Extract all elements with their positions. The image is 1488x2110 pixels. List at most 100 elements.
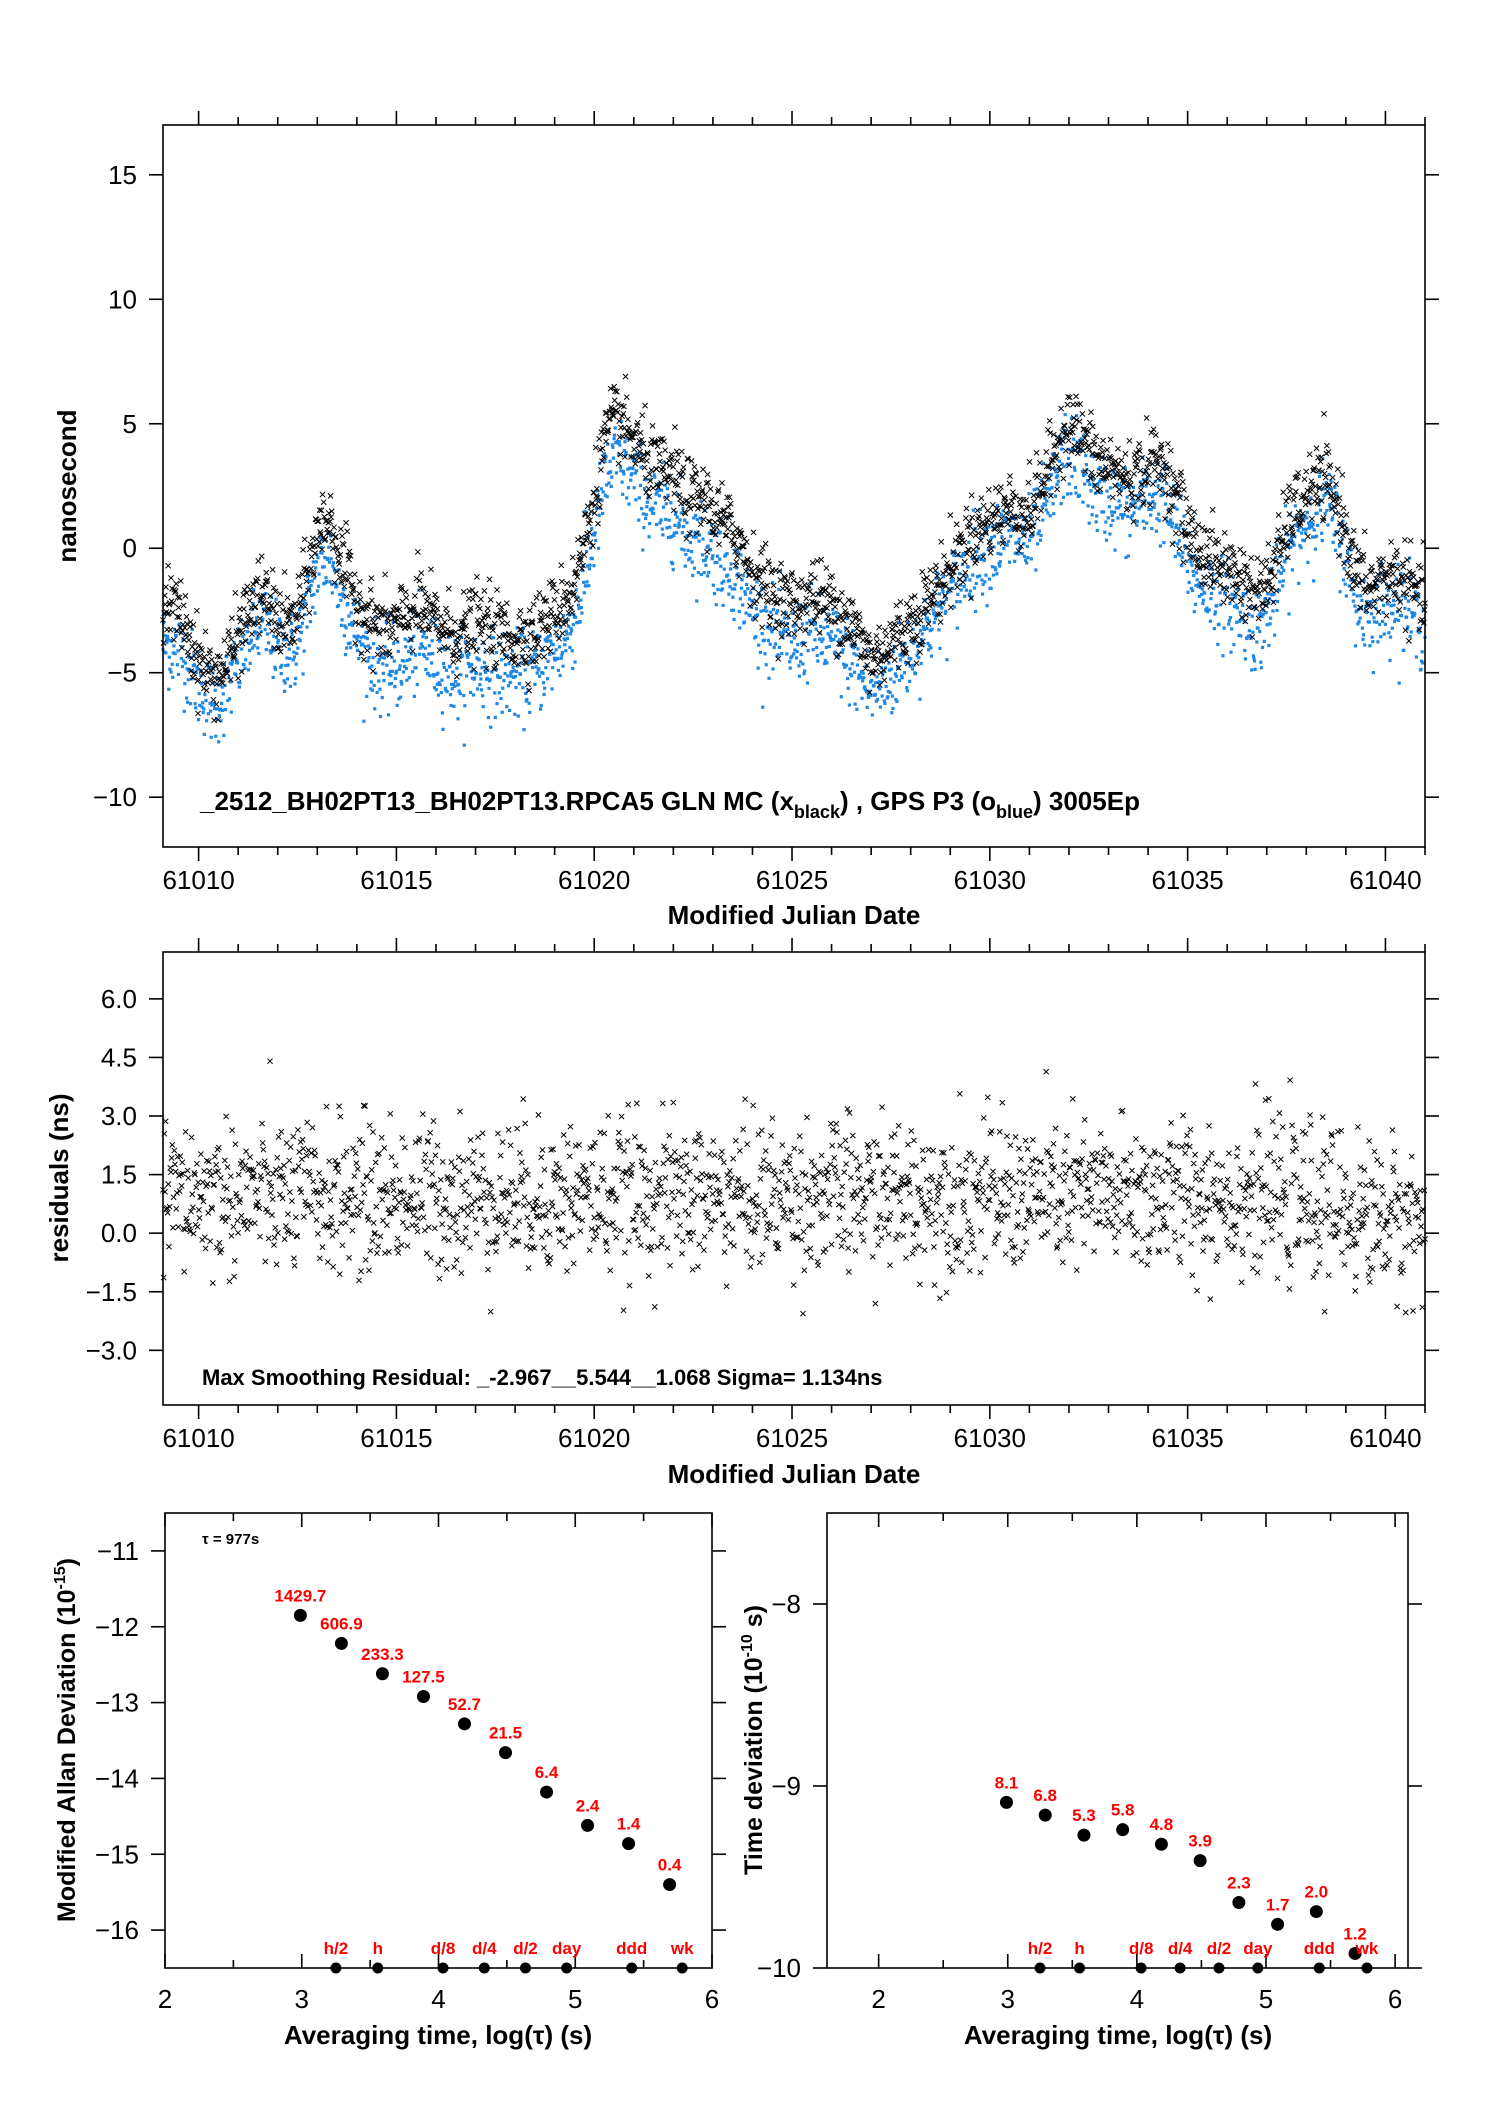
gps-point bbox=[437, 694, 440, 697]
glonass-point bbox=[1266, 541, 1271, 546]
glonass-point bbox=[233, 590, 238, 595]
gps-point bbox=[1109, 486, 1112, 489]
glonass-point bbox=[985, 508, 990, 513]
gps-point bbox=[1189, 560, 1192, 563]
gps-point bbox=[371, 689, 374, 692]
x-tick-label: 61030 bbox=[954, 865, 1026, 895]
glonass-point bbox=[419, 570, 424, 575]
gps-point bbox=[541, 672, 544, 675]
gps-point bbox=[668, 519, 671, 522]
glonass-point bbox=[1117, 491, 1122, 496]
gps-point bbox=[1280, 566, 1283, 569]
glonass-point bbox=[344, 594, 349, 599]
gps-point bbox=[414, 654, 417, 657]
gps-point bbox=[344, 626, 347, 629]
gps-point bbox=[393, 659, 396, 662]
gps-point bbox=[405, 667, 408, 670]
glonass-point bbox=[598, 467, 603, 472]
glonass-point bbox=[525, 682, 530, 687]
gps-point bbox=[1002, 547, 1005, 550]
gps-point bbox=[1363, 643, 1366, 646]
gps-point bbox=[441, 711, 444, 714]
glonass-point bbox=[487, 577, 492, 582]
glonass-point bbox=[256, 558, 261, 563]
gps-point bbox=[250, 639, 253, 642]
glonass-point bbox=[1184, 496, 1189, 501]
gps-point bbox=[348, 641, 351, 644]
residual-point bbox=[368, 1248, 373, 1253]
gps-point bbox=[1149, 513, 1152, 516]
gps-point bbox=[711, 554, 714, 557]
gps-point bbox=[284, 681, 287, 684]
glonass-point bbox=[461, 589, 466, 594]
glonass-point bbox=[1209, 528, 1214, 533]
glonass-point bbox=[1144, 415, 1149, 420]
gps-point bbox=[558, 645, 561, 648]
glonass-point bbox=[1275, 528, 1280, 533]
glonass-point bbox=[663, 448, 668, 453]
glonass-point bbox=[454, 674, 459, 679]
gps-point bbox=[647, 535, 650, 538]
gps-point bbox=[809, 630, 812, 633]
glonass-point bbox=[979, 496, 984, 501]
glonass-point bbox=[1059, 406, 1064, 411]
gps-point bbox=[371, 656, 374, 659]
gps-point bbox=[440, 691, 443, 694]
glonass-point bbox=[1055, 487, 1060, 492]
gps-point bbox=[875, 675, 878, 678]
glonass-point bbox=[1035, 516, 1040, 521]
glonass-point bbox=[375, 652, 380, 657]
gps-point bbox=[765, 609, 768, 612]
glonass-point bbox=[415, 549, 420, 554]
gps-point bbox=[425, 657, 428, 660]
gps-point bbox=[414, 666, 417, 669]
gps-point bbox=[840, 695, 843, 698]
glonass-point bbox=[557, 604, 562, 609]
gps-point bbox=[1390, 604, 1393, 607]
gps-point bbox=[1052, 512, 1055, 515]
gps-point bbox=[292, 651, 295, 654]
gps-point bbox=[740, 587, 743, 590]
y-tick-label: −10 bbox=[93, 782, 137, 812]
residual-point bbox=[362, 1191, 367, 1196]
gps-point bbox=[1356, 594, 1359, 597]
glonass-point bbox=[500, 620, 505, 625]
glonass-point bbox=[1304, 469, 1309, 474]
glonass-point bbox=[657, 451, 662, 456]
glonass-point bbox=[1180, 479, 1185, 484]
glonass-point bbox=[1381, 556, 1386, 561]
gps-point bbox=[337, 604, 340, 607]
glonass-point bbox=[270, 567, 275, 572]
glonass-point bbox=[760, 545, 765, 550]
gps-point bbox=[473, 676, 476, 679]
residual-point bbox=[163, 1119, 168, 1124]
glonass-point bbox=[673, 477, 678, 482]
gps-point bbox=[431, 652, 434, 655]
gps-point bbox=[586, 580, 589, 583]
gps-point bbox=[470, 663, 473, 666]
glonass-point bbox=[1326, 449, 1331, 454]
glonass-point bbox=[1210, 507, 1215, 512]
gps-point bbox=[930, 628, 933, 631]
glonass-point bbox=[702, 497, 707, 502]
gps-point bbox=[1250, 668, 1253, 671]
gps-point bbox=[294, 677, 297, 680]
gps-point bbox=[1006, 544, 1009, 547]
residual-point bbox=[218, 1175, 223, 1180]
gps-point bbox=[197, 718, 200, 721]
gps-point bbox=[825, 646, 828, 649]
glonass-point bbox=[273, 611, 278, 616]
gps-point bbox=[1056, 483, 1059, 486]
glonass-point bbox=[201, 686, 206, 691]
gps-point bbox=[1142, 520, 1145, 523]
glonass-point bbox=[477, 606, 482, 611]
glonass-point bbox=[857, 617, 862, 622]
residual-point bbox=[394, 1206, 399, 1211]
glonass-point bbox=[997, 489, 1002, 494]
glonass-point bbox=[1405, 557, 1410, 562]
gps-point bbox=[389, 674, 392, 677]
gps-point bbox=[539, 707, 542, 710]
gps-point bbox=[835, 611, 838, 614]
gps-point bbox=[798, 675, 801, 678]
